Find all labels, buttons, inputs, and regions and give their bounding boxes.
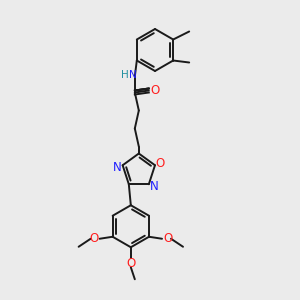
Text: N: N — [129, 70, 137, 80]
Text: O: O — [126, 257, 135, 270]
Text: N: N — [113, 161, 122, 174]
Text: O: O — [164, 232, 172, 245]
Text: O: O — [150, 84, 159, 97]
Text: O: O — [89, 232, 98, 245]
Text: N: N — [149, 180, 158, 193]
Text: O: O — [155, 157, 165, 170]
Text: H: H — [121, 70, 129, 80]
